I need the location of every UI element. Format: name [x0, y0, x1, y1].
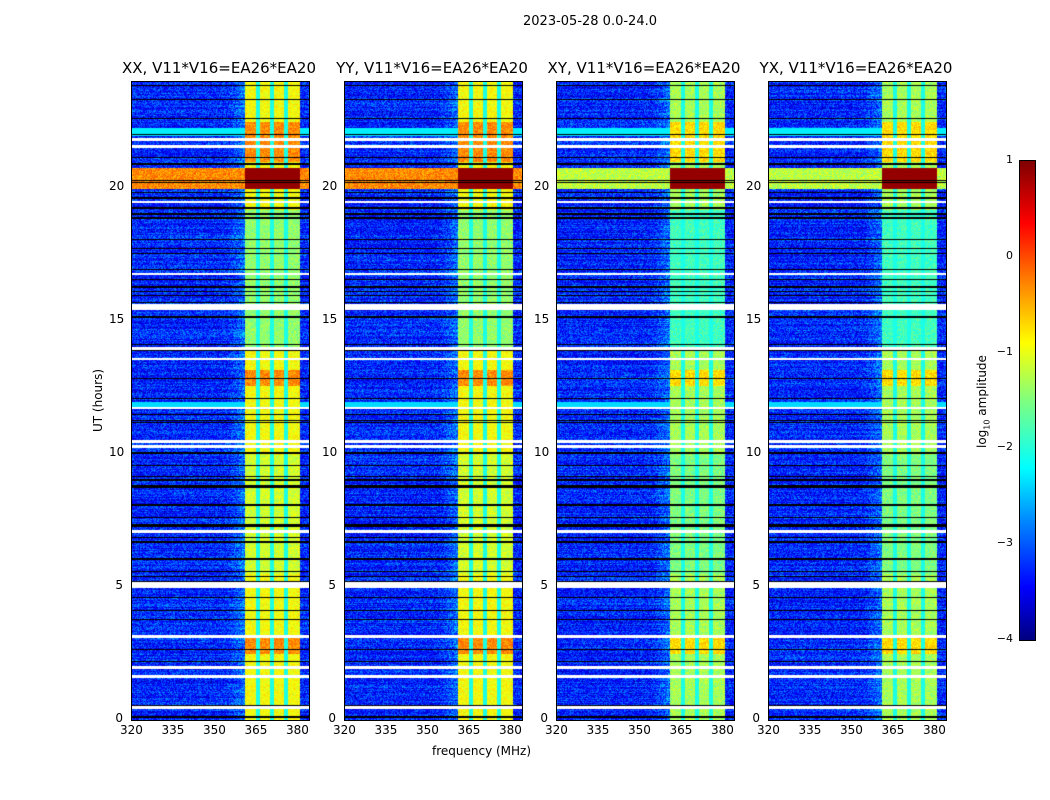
y-tick-label: 15 [746, 312, 762, 327]
x-tick-label: 335 [586, 723, 610, 737]
colorbar [1019, 160, 1036, 641]
heatmap-image [557, 82, 734, 720]
panel-title: YY, V11*V16=EA26*EA20 [336, 59, 528, 77]
colorbar-label-sub: 10 [982, 419, 992, 430]
y-tick-label: 10 [534, 445, 550, 460]
y-tick-label: 20 [322, 179, 338, 194]
x-tick-label: 350 [627, 723, 651, 737]
heatmap-image [769, 82, 946, 720]
colorbar-tick-label: 0 [1006, 248, 1013, 262]
y-tick-label: 0 [328, 711, 336, 725]
colorbar-tick-label: 1 [1006, 153, 1013, 166]
y-tick-label: 5 [540, 578, 548, 593]
y-tick-label: 0 [115, 711, 123, 725]
heatmap-panel [768, 81, 947, 721]
y-tick-label: 20 [534, 179, 550, 194]
x-axis-label: frequency (MHz) [432, 744, 532, 758]
heatmap-panel [344, 81, 523, 721]
x-tick-label: 335 [798, 723, 822, 737]
x-tick-label: 380 [285, 723, 309, 737]
panel-title: XY, V11*V16=EA26*EA20 [547, 59, 741, 77]
x-tick-label: 320 [545, 723, 568, 737]
figure-title: 2023-05-28 0.0-24.0 [523, 14, 657, 29]
x-tick-label: 365 [244, 723, 268, 737]
panel-title: YX, V11*V16=EA26*EA20 [759, 59, 953, 77]
heatmap-panel [556, 81, 735, 721]
colorbar-label-rest: amplitude [975, 355, 989, 420]
heatmap-panel [131, 81, 310, 721]
heatmap-image [132, 82, 309, 720]
y-tick-label: 10 [322, 445, 338, 460]
x-tick-label: 380 [710, 723, 734, 737]
y-tick-label: 5 [115, 578, 123, 593]
y-tick-label: 0 [540, 711, 548, 725]
panel-title: XX, V11*V16=EA26*EA20 [121, 59, 316, 77]
y-tick-label: 20 [109, 179, 125, 194]
y-tick-label: 15 [322, 312, 338, 327]
x-tick-label: 335 [374, 723, 398, 737]
y-tick-label: 0 [752, 711, 760, 725]
x-tick-label: 320 [333, 723, 356, 737]
colorbar-tick-label: −4 [996, 632, 1013, 645]
heatmap-image [345, 82, 522, 720]
y-tick-label: 5 [752, 578, 760, 593]
y-tick-label: 15 [534, 312, 550, 327]
x-tick-label: 365 [669, 723, 693, 737]
x-tick-label: 350 [839, 723, 863, 737]
colorbar-tick-label: −3 [996, 536, 1013, 550]
y-axis-label: UT (hours) [91, 368, 105, 432]
x-tick-label: 365 [457, 723, 481, 737]
x-tick-label: 365 [881, 723, 905, 737]
x-tick-label: 335 [161, 723, 185, 737]
y-tick-label: 5 [328, 578, 336, 593]
y-tick-label: 10 [746, 445, 762, 460]
x-tick-label: 380 [922, 723, 946, 737]
x-tick-label: 380 [498, 723, 522, 737]
y-tick-label: 20 [746, 179, 762, 194]
x-tick-label: 320 [120, 723, 143, 737]
colorbar-tick-label: −1 [996, 344, 1013, 358]
colorbar-tick-label: −2 [996, 440, 1013, 454]
y-tick-label: 15 [109, 312, 125, 327]
x-tick-label: 350 [415, 723, 439, 737]
x-tick-label: 350 [202, 723, 226, 737]
y-tick-label: 10 [109, 445, 125, 460]
colorbar-label: log10 amplitude [975, 355, 991, 448]
x-tick-label: 320 [757, 723, 780, 737]
